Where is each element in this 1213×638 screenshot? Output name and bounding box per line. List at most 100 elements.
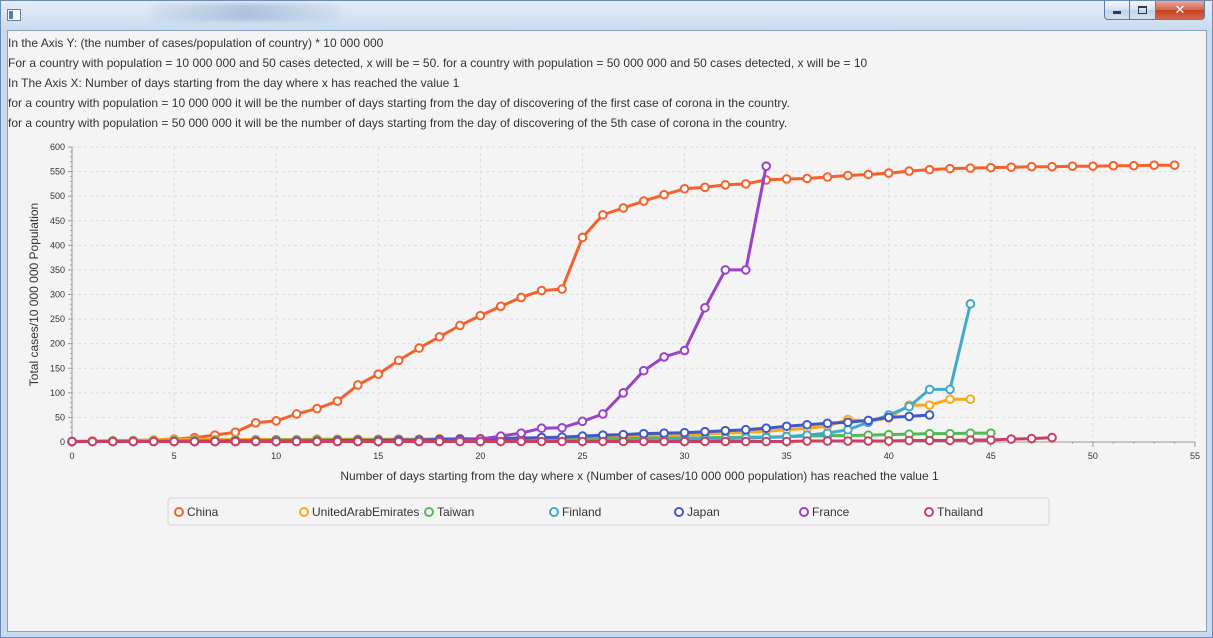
- app-icon: [7, 9, 21, 21]
- data-point-thailand: [557, 436, 567, 447]
- x-tick-label: 15: [373, 451, 383, 461]
- data-point-france: [557, 422, 567, 433]
- y-tick-label: 0: [60, 437, 65, 447]
- y-tick-label: 100: [50, 388, 65, 398]
- x-tick-label: 10: [271, 451, 281, 461]
- y-axis-title: Total cases/10 000 000 Population: [27, 203, 41, 386]
- x-tick-label: 50: [1088, 451, 1098, 461]
- close-button[interactable]: ✕: [1156, 1, 1205, 20]
- data-point-china: [781, 174, 792, 184]
- data-point-japan: [863, 415, 874, 426]
- legend-marker-thailand: [924, 507, 934, 517]
- data-point-thailand: [924, 435, 935, 446]
- data-point-japan: [659, 428, 669, 438]
- data-point-france: [536, 423, 547, 434]
- data-point-china: [577, 232, 588, 243]
- data-point-china: [373, 369, 384, 379]
- x-tick-label: 25: [577, 451, 587, 461]
- y-tick-label: 600: [50, 142, 65, 152]
- data-point-finland: [965, 299, 976, 309]
- data-point-thailand: [781, 436, 792, 447]
- data-point-france: [679, 345, 690, 356]
- data-point-china: [741, 179, 751, 189]
- x-axis-title: Number of days starting from the day whe…: [340, 469, 939, 483]
- data-point-thailand: [108, 436, 118, 447]
- info-axis-x-example-1: for a country with population = 10 000 0…: [8, 96, 790, 110]
- data-point-japan: [802, 419, 812, 430]
- data-point-thailand: [250, 436, 261, 447]
- data-point-thailand: [843, 436, 853, 446]
- minimize-button[interactable]: [1104, 1, 1130, 20]
- legend-marker-france: [799, 507, 809, 517]
- data-point-japan: [883, 412, 894, 423]
- line-chart: 0 50 100 150 200 250 300 350 400 450 500 550 600 0 5 10…: [27, 142, 1200, 526]
- legend-item-china: China: [174, 505, 219, 519]
- legend-item-thailand: Thailand: [924, 505, 983, 519]
- data-point-thailand: [475, 436, 486, 447]
- x-tick-label: 5: [172, 451, 177, 461]
- data-point-france: [638, 365, 649, 376]
- data-point-china: [353, 380, 363, 390]
- data-point-france: [741, 265, 751, 275]
- data-point-china: [455, 320, 465, 331]
- data-point-china: [291, 409, 302, 419]
- data-point-thailand: [414, 436, 424, 447]
- data-point-thailand: [128, 436, 139, 447]
- data-point-thailand: [904, 435, 914, 446]
- data-point-thailand: [291, 436, 302, 447]
- x-tick-label: 55: [1190, 451, 1200, 461]
- data-point-china: [965, 163, 976, 173]
- data-point-china: [720, 180, 731, 190]
- data-point-france: [516, 428, 527, 438]
- legend-item-france: France: [799, 505, 850, 519]
- x-tick-label: 30: [680, 451, 690, 461]
- data-point-china: [863, 169, 874, 180]
- legend-marker-finland: [549, 507, 559, 517]
- y-tick-label: 350: [50, 265, 65, 275]
- x-tick-label: 35: [782, 451, 792, 461]
- legend-label-japan: Japan: [687, 505, 720, 519]
- data-point-france: [577, 416, 588, 427]
- title-bar[interactable]: ✕: [1, 1, 1212, 29]
- legend-marker-taiwan: [424, 507, 434, 517]
- data-point-china: [1149, 160, 1159, 170]
- data-point-france: [598, 409, 608, 419]
- data-point-china: [638, 196, 649, 206]
- data-point-thailand: [312, 436, 322, 447]
- data-point-china: [434, 331, 445, 342]
- x-tick-label: 20: [475, 451, 485, 461]
- legend-item-taiwan: Taiwan: [424, 505, 474, 519]
- data-point-china: [1108, 160, 1119, 171]
- data-point-china: [659, 189, 669, 200]
- info-axis-y: In the Axis Y: (the number of cases/popu…: [8, 36, 384, 50]
- data-point-china: [557, 284, 567, 294]
- data-point-thailand: [169, 436, 179, 447]
- x-tick-label: 0: [69, 451, 74, 461]
- data-point-thailand: [802, 436, 812, 446]
- data-point-china: [598, 210, 608, 220]
- data-point-china: [986, 162, 996, 173]
- legend-items: China UnitedArabEmirates Taiwan Finland Japa…: [174, 505, 983, 519]
- data-point-japan: [720, 425, 731, 436]
- close-icon: ✕: [1174, 2, 1186, 18]
- y-tick-label: 400: [50, 240, 65, 250]
- data-point-china: [414, 343, 424, 353]
- data-point-china: [904, 166, 914, 176]
- data-point-china: [1128, 160, 1139, 171]
- data-point-thailand: [618, 436, 629, 447]
- data-point-thailand: [986, 435, 996, 445]
- y-tick-label: 500: [50, 191, 65, 201]
- data-point-thailand: [659, 436, 669, 447]
- data-point-thailand: [679, 436, 690, 447]
- data-point-thailand: [965, 435, 976, 445]
- data-point-france: [720, 265, 731, 275]
- series-thailand: [67, 432, 1057, 447]
- data-point-finland: [924, 384, 935, 395]
- legend-marker-unitedarabemirates: [299, 507, 309, 517]
- data-point-france: [761, 161, 772, 171]
- maximize-button[interactable]: [1130, 1, 1156, 20]
- series-lines: [67, 160, 1180, 447]
- data-point-china: [1006, 162, 1017, 172]
- data-point-china: [1026, 161, 1037, 172]
- data-point-thailand: [495, 436, 506, 447]
